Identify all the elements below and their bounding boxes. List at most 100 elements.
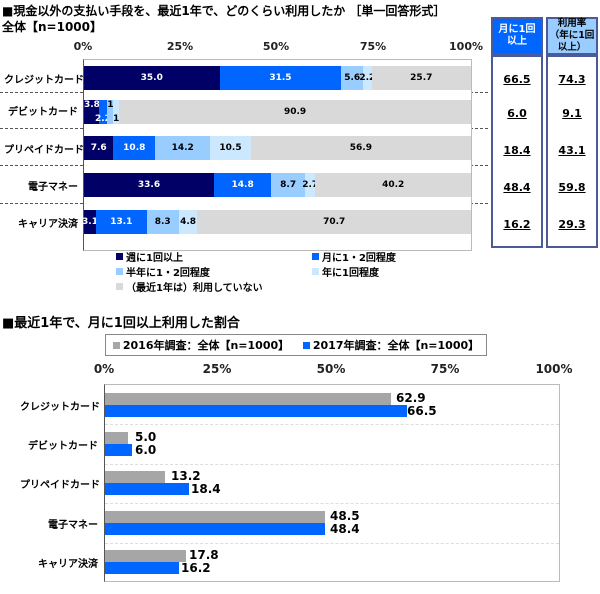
value-2017: 66.5	[407, 404, 437, 418]
top-plot-area: 35.0 31.5 5.6 2.2 25.7 3.8 2.2 1.5 1.6 9…	[82, 59, 472, 251]
stacked-bar-carrier: 3.1 13.1 8.3 4.8 70.7	[82, 210, 471, 234]
seg-none: 90.9	[119, 100, 471, 124]
category-label: キャリア決済	[18, 219, 78, 230]
stacked-bar-credit: 35.0 31.5 5.6 2.2 25.7	[84, 66, 471, 90]
value-2016: 48.5	[330, 509, 360, 523]
legend-swatch-icon	[312, 268, 319, 275]
usage-value: 9.1	[562, 107, 582, 120]
bottom-chart-title: ■最近1年で、月に1回以上利用した割合	[2, 316, 240, 331]
legend-swatch-icon	[116, 268, 123, 275]
category-label: キャリア決済	[38, 559, 98, 570]
bar-2016-prepaid	[105, 471, 165, 483]
bar-2016-emoney	[105, 511, 326, 523]
legend-label: 半年に1・2回程度	[126, 268, 210, 279]
stacked-bar-debit: 3.8 2.2 1.5 1.6 90.9	[84, 100, 471, 124]
seg-halfyear: 8.7	[271, 173, 305, 197]
seg-monthly: 2.2	[95, 100, 111, 124]
gridline	[105, 543, 559, 544]
seg-weekly: 35.0	[84, 66, 220, 90]
seg-halfyear: 8.3	[146, 210, 179, 234]
bar-2017-credit	[105, 405, 407, 417]
bottom-tick-100: 100%	[535, 362, 573, 376]
seg-weekly: 33.6	[84, 173, 214, 197]
gridline	[105, 464, 559, 465]
seg-yearly: 4.8	[178, 210, 198, 234]
bar-2016-carrier	[105, 550, 186, 562]
seg-monthly: 31.5	[219, 66, 342, 90]
seg-none: 56.9	[250, 136, 471, 160]
header-text: 利用率	[557, 18, 587, 29]
bar-2017-carrier	[105, 562, 179, 574]
monthly-value: 18.4	[503, 144, 531, 157]
legend-label: 週に1回以上	[126, 253, 183, 264]
seg-none: 40.2	[315, 173, 471, 197]
seg-none: 70.7	[197, 210, 471, 234]
stacked-bar-prepaid: 7.6 10.8 14.2 10.5 56.9	[84, 136, 471, 160]
seg-yearly: 10.5	[210, 136, 251, 160]
bar-2017-emoney	[105, 523, 325, 535]
usage-value: 43.1	[558, 144, 586, 157]
legend-swatch-icon	[312, 253, 319, 260]
value-2017: 6.0	[135, 443, 157, 457]
table-column-usage: 74.3 9.1 43.1 59.8 29.3	[546, 55, 598, 248]
seg-weekly: 3.1	[82, 210, 98, 234]
legend-halfyear: 半年に1・2回程度	[116, 264, 210, 279]
usage-value: 59.8	[558, 181, 586, 194]
legend-label: 月に1・2回程度	[322, 253, 396, 264]
value-2017: 48.4	[330, 522, 360, 536]
category-label: クレジットカード	[20, 402, 100, 413]
legend-yearly: 年に1回程度	[312, 264, 379, 279]
legend-label: 2016年調査：全体【n=1000】	[122, 339, 290, 352]
legend-weekly: 週に1回以上	[116, 249, 183, 264]
gridline	[105, 503, 559, 504]
seg-monthly: 10.8	[113, 136, 156, 160]
monthly-value: 16.2	[503, 218, 531, 231]
bar-2016-credit	[105, 393, 391, 405]
category-label: 電子マネー	[28, 182, 78, 193]
value-2016: 62.9	[396, 391, 426, 405]
top-tick-50: 50%	[262, 40, 290, 53]
seg-weekly: 7.6	[84, 136, 114, 160]
usage-value: 29.3	[558, 218, 586, 231]
category-label: プリペイドカード	[20, 480, 100, 491]
category-label: プリペイドカード	[4, 145, 84, 156]
category-label: 電子マネー	[48, 520, 98, 531]
header-text: 以上	[507, 36, 527, 47]
header-text: （年に1回	[549, 30, 595, 41]
bar-2017-prepaid	[105, 483, 189, 495]
value-2016: 5.0	[135, 430, 157, 444]
bottom-tick-0: 0%	[93, 362, 115, 376]
bar-2016-debit	[105, 432, 128, 444]
bottom-tick-50: 50%	[316, 362, 346, 376]
monthly-value: 66.5	[503, 73, 531, 86]
gridline	[105, 424, 559, 425]
legend-swatch-icon	[116, 283, 123, 290]
bottom-tick-75: 75%	[430, 362, 460, 376]
legend-2017: 2017年調査：全体【n=1000】	[302, 337, 479, 353]
seg-monthly: 14.8	[214, 173, 272, 197]
seg-yearly: 2.7	[302, 173, 318, 197]
value-2017: 18.4	[191, 482, 221, 496]
header-text: 以上）	[557, 42, 587, 53]
monthly-value: 48.4	[503, 181, 531, 194]
top-tick-75: 75%	[359, 40, 387, 53]
legend-2016: 2016年調査：全体【n=1000】	[112, 337, 290, 353]
value-2016: 17.8	[189, 548, 219, 562]
header-text: 月に1回	[498, 24, 536, 35]
table-header-usage: 利用率 （年に1回 以上）	[546, 17, 598, 55]
table-column-monthly: 66.5 6.0 18.4 48.4 16.2	[491, 55, 543, 248]
legend-swatch-icon	[112, 341, 120, 349]
value-2017: 16.2	[181, 561, 211, 575]
bottom-legend: 2016年調査：全体【n=1000】 2017年調査：全体【n=1000】	[105, 334, 487, 356]
seg-monthly: 13.1	[96, 210, 147, 234]
legend-label: （最近1年は）利用していない	[126, 283, 263, 294]
value-2016: 13.2	[171, 469, 201, 483]
legend-swatch-icon	[116, 253, 123, 260]
legend-swatch-icon	[302, 341, 310, 349]
seg-weekly: 3.8	[84, 100, 100, 124]
seg-none: 25.7	[371, 66, 471, 90]
bar-2017-debit	[105, 444, 133, 456]
legend-label: 年に1回程度	[322, 268, 379, 279]
monthly-value: 6.0	[507, 107, 527, 120]
top-tick-100: 100%	[449, 40, 483, 53]
